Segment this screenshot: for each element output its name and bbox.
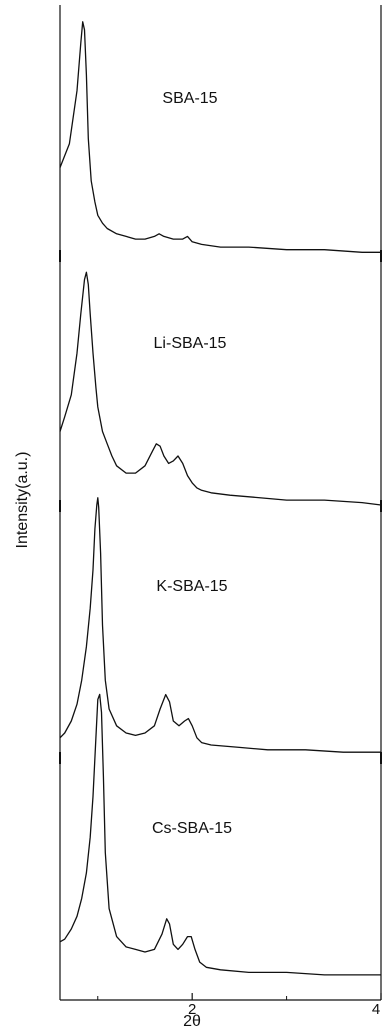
series-line-1 [59,21,381,253]
series-label-1: SBA-15 [162,90,217,107]
series-line-3 [59,497,381,753]
x-tick-label-1: 2 [188,1001,196,1018]
series-labels: SBA-15 Li-SBA-15 K-SBA-15 Cs-SBA-15 [152,90,232,837]
plot-frame [59,5,382,1001]
series-label-3: K-SBA-15 [156,578,227,595]
panel-separator-ticks [59,250,382,764]
x-axis-label: 2θ [183,1013,201,1030]
series-label-2: Li-SBA-15 [154,335,227,352]
series-line-4 [59,693,381,976]
x-tick-label-2: 4 [372,1001,380,1018]
series-label-4: Cs-SBA-15 [152,820,232,837]
series-group [59,21,382,976]
y-axis-label: Intensity(a.u.) [14,452,31,549]
series-line-2 [59,271,382,506]
